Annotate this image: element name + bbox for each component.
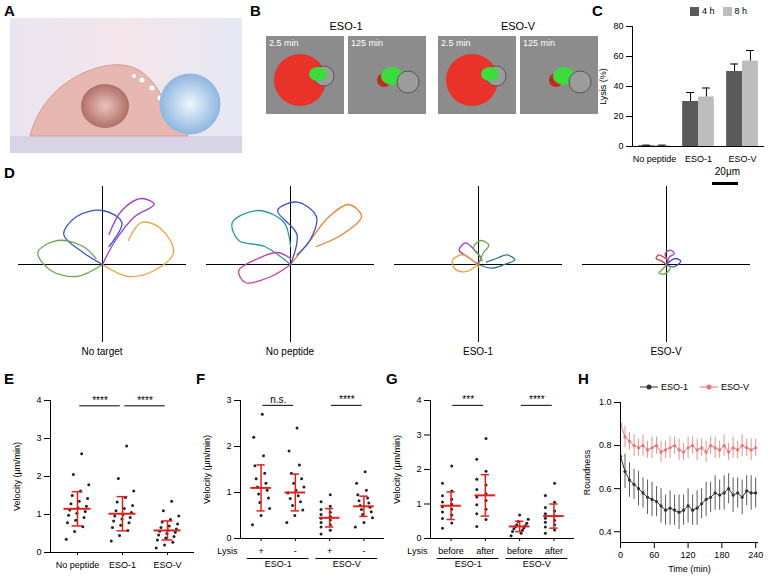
- html-text:D: D: [4, 164, 15, 181]
- svg-text:****: ****: [529, 394, 545, 405]
- html-text:ESO-V: ESO-V: [500, 20, 536, 32]
- html-text:125 min: 125 min: [523, 38, 555, 48]
- svg-text:ESO-V: ESO-V: [728, 154, 756, 164]
- svg-text:80: 80: [613, 21, 623, 31]
- html-text:2.5 min: 2.5 min: [441, 38, 471, 48]
- html-text:8 h: 8 h: [734, 6, 747, 16]
- svg-text:3: 3: [226, 395, 231, 405]
- svg-text:ESO-1: ESO-1: [685, 154, 712, 164]
- html-text:No peptide: No peptide: [265, 346, 315, 357]
- svg-text:1: 1: [416, 499, 421, 509]
- svg-text:60: 60: [649, 550, 659, 560]
- html-text:G: G: [386, 370, 398, 387]
- svg-text:before: before: [507, 546, 533, 556]
- svg-text:0: 0: [416, 533, 421, 543]
- svg-text:60: 60: [613, 51, 623, 61]
- html-text:F: F: [196, 370, 206, 387]
- svg-text:+: +: [327, 546, 332, 556]
- svg-text:****: ****: [339, 394, 355, 405]
- svg-text:0: 0: [618, 141, 623, 151]
- html-text:125 min: 125 min: [351, 38, 383, 48]
- svg-text:after: after: [476, 546, 494, 556]
- svg-text:Velocity (μm/min): Velocity (μm/min): [202, 435, 212, 504]
- svg-text:0.6: 0.6: [599, 484, 612, 494]
- html-text:No target: No target: [81, 346, 123, 357]
- svg-text:before: before: [438, 546, 464, 556]
- svg-text:0: 0: [618, 550, 623, 560]
- svg-text:0.4: 0.4: [599, 527, 612, 537]
- svg-text:Lysis: Lysis: [407, 546, 428, 556]
- svg-text:120: 120: [681, 550, 696, 560]
- html-text:A: A: [4, 2, 15, 19]
- svg-text:Velocity (μm/min): Velocity (μm/min): [12, 442, 22, 511]
- svg-text:***: ***: [462, 394, 474, 405]
- html-text:ESO-1: ESO-1: [329, 20, 363, 32]
- svg-text:2: 2: [36, 471, 41, 481]
- svg-text:-: -: [362, 546, 365, 556]
- svg-text:ESO-V: ESO-V: [333, 559, 361, 569]
- svg-text:40: 40: [613, 81, 623, 91]
- svg-text:-: -: [294, 546, 297, 556]
- svg-text:ESO-V: ESO-V: [153, 560, 181, 570]
- svg-text:No peptide: No peptide: [56, 560, 100, 570]
- html-text:2.5 min: 2.5 min: [269, 38, 299, 48]
- svg-text:Velocity (μm/min): Velocity (μm/min): [392, 435, 402, 504]
- svg-text:2: 2: [416, 464, 421, 474]
- svg-text:Time (min): Time (min): [668, 564, 711, 574]
- svg-text:3: 3: [36, 433, 41, 443]
- svg-text:Roundness: Roundness: [582, 449, 592, 495]
- svg-text:2: 2: [226, 441, 231, 451]
- html-text:E: E: [4, 370, 14, 387]
- svg-text:240: 240: [748, 550, 763, 560]
- svg-text:3: 3: [416, 430, 421, 440]
- html-text:20μm: 20μm: [714, 166, 740, 177]
- svg-text:0: 0: [226, 533, 231, 543]
- html-text:ESO-1: ESO-1: [661, 382, 688, 392]
- html-text:ESO-V: ESO-V: [721, 382, 749, 392]
- html-text:C: C: [592, 2, 603, 19]
- html-text:B: B: [250, 2, 261, 19]
- svg-text:ESO-V: ESO-V: [523, 559, 551, 569]
- html-text:ESO-1: ESO-1: [463, 346, 493, 357]
- svg-text:20: 20: [613, 111, 623, 121]
- svg-text:ESO-1: ESO-1: [265, 559, 292, 569]
- svg-text:Lysis (%): Lysis (%): [598, 68, 608, 105]
- svg-text:1: 1: [36, 509, 41, 519]
- svg-text:****: ****: [137, 395, 153, 406]
- svg-text:1.0: 1.0: [599, 397, 612, 407]
- html-text:ESO-V: ESO-V: [650, 346, 682, 357]
- svg-text:+: +: [258, 546, 263, 556]
- svg-text:ESO-1: ESO-1: [455, 559, 482, 569]
- svg-text:n.s.: n.s.: [270, 394, 286, 405]
- svg-text:4: 4: [36, 395, 41, 405]
- svg-text:0: 0: [36, 547, 41, 557]
- svg-text:0.8: 0.8: [599, 440, 612, 450]
- svg-text:****: ****: [92, 395, 108, 406]
- html-text:H: H: [578, 370, 589, 387]
- svg-text:180: 180: [714, 550, 729, 560]
- svg-text:1: 1: [226, 487, 231, 497]
- svg-text:after: after: [545, 546, 563, 556]
- svg-text:No peptide: No peptide: [633, 154, 677, 164]
- html-text:4 h: 4 h: [702, 6, 715, 16]
- svg-text:Lysis: Lysis: [217, 546, 238, 556]
- svg-text:ESO-1: ESO-1: [109, 560, 136, 570]
- svg-text:4: 4: [416, 395, 421, 405]
